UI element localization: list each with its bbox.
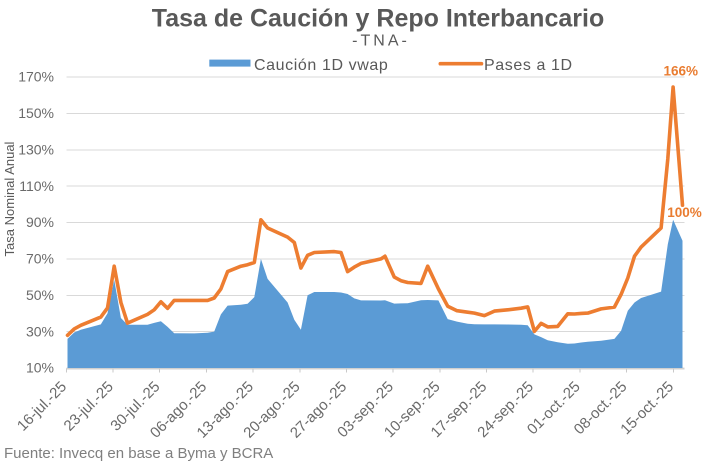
svg-text:166%: 166% [664,64,699,79]
svg-text:Fuente: Invecq en base a Byma: Fuente: Invecq en base a Byma y BCRA [4,445,273,462]
svg-text:10%: 10% [26,360,54,376]
svg-text:50%: 50% [26,287,54,303]
svg-text:Caución 1D vwap: Caución 1D vwap [254,57,388,74]
svg-text:Tasa Nominal Anual: Tasa Nominal Anual [2,141,17,256]
svg-text:100%: 100% [667,205,702,220]
svg-text:90%: 90% [26,214,54,230]
svg-text:Tasa de Caución y Repo Interba: Tasa de Caución y Repo Interbancario [152,5,604,33]
svg-text:Pases a 1D: Pases a 1D [484,57,573,74]
svg-text:150%: 150% [18,105,54,121]
svg-text:170%: 170% [18,69,54,85]
svg-text:110%: 110% [19,178,54,194]
svg-text:130%: 130% [18,142,54,158]
svg-text:30%: 30% [26,323,54,339]
svg-text:70%: 70% [26,251,54,267]
svg-text:-TNA-: -TNA- [352,33,410,50]
